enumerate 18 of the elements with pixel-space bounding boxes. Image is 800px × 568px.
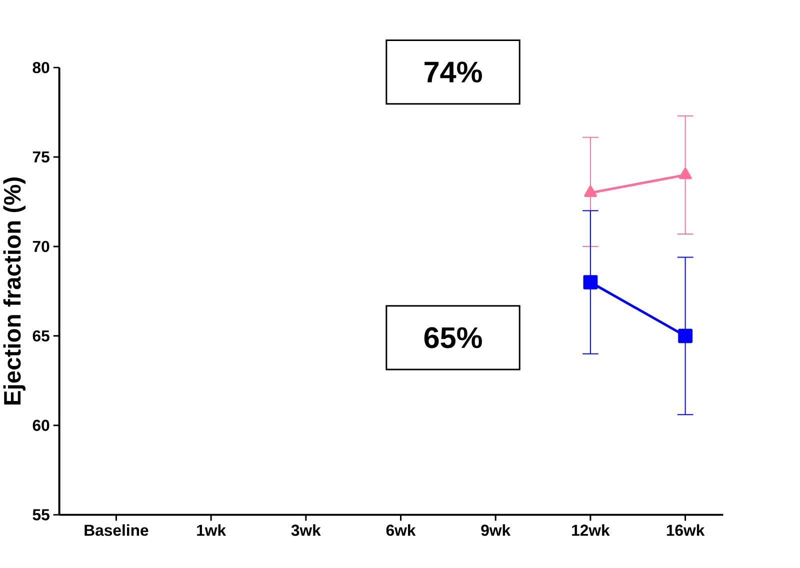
x-tick-label: 1wk [197,524,226,536]
x-tick-label: 3wk [291,524,321,536]
annotation: 65% [424,326,482,348]
point [678,328,692,343]
y-tick-label: 75 [32,151,50,162]
y-tick-label: 65 [32,330,50,342]
y-axis-title: Ejection fraction (%) [3,177,26,404]
annotation: 74% [424,61,482,82]
y-tick-label: 80 [32,62,50,73]
x-tick-label: 12wk [572,524,610,536]
x-tick-label: 9wk [481,524,511,536]
y-tick-label: 55 [32,509,50,520]
y-tick-label: 70 [32,240,50,252]
point [583,274,598,290]
x-tick-label: 6wk [386,524,416,536]
x-tick-label: Baseline [84,524,148,536]
y-tick-label: 60 [32,420,50,431]
x-tick-label: 16wk [666,524,705,536]
